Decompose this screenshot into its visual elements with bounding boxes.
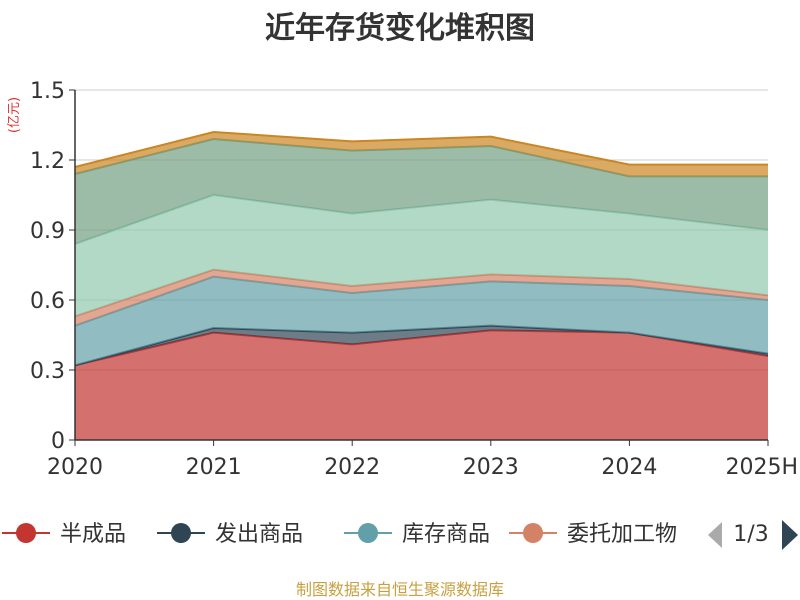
y-tick-label: 0.6 <box>30 289 65 314</box>
legend-dot-icon <box>171 523 191 543</box>
y-tick-label: 1.5 <box>30 79 65 104</box>
legend-label: 委托加工物 <box>567 522 677 547</box>
series-line-5 <box>74 193 769 245</box>
legend-label: 库存商品 <box>402 522 490 547</box>
y-tick-label: 0.3 <box>30 359 65 384</box>
y-tick-label: 0 <box>51 429 65 454</box>
legend-prev-page-icon[interactable] <box>708 522 722 548</box>
area-series-4 <box>75 269 768 326</box>
x-tick-label: 2023 <box>463 455 519 480</box>
x-tick-label: 2020 <box>47 455 103 480</box>
x-tick-label: 2025H <box>725 455 798 480</box>
legend-item-1[interactable]: 半成品 <box>2 522 126 547</box>
legend-page-indicator: 1/3 <box>733 522 768 547</box>
area-series-3 <box>75 276 768 366</box>
area-series-2 <box>75 325 768 366</box>
legend-item-2[interactable]: 发出商品 <box>157 522 303 547</box>
area-series-5 <box>75 195 768 317</box>
legend-item-3[interactable]: 库存商品 <box>344 522 490 547</box>
area-series-6 <box>75 139 768 244</box>
x-tick-label: 2024 <box>601 455 657 480</box>
legend-dot-icon <box>523 523 543 543</box>
chart-title: 近年存货变化堆积图 <box>265 11 535 46</box>
area-series-1 <box>75 330 768 440</box>
x-tick-label: 2022 <box>324 455 380 480</box>
legend-next-page-icon[interactable] <box>782 520 798 550</box>
y-tick-label: 1.2 <box>30 149 65 174</box>
legend-label: 半成品 <box>60 522 126 547</box>
series-line-7 <box>74 130 768 168</box>
legend-label: 发出商品 <box>215 522 303 547</box>
data-source-note: 制图数据来自恒生聚源数据库 <box>296 580 504 599</box>
y-axis-unit-label: (亿元) <box>7 97 22 133</box>
legend-item-4[interactable]: 委托加工物 <box>509 522 677 547</box>
axes: 0 0.3 0.6 0.9 1.2 1.5 2020 2021 2022 2023 2024 2025… <box>30 79 798 480</box>
legend[interactable]: 半成品 发出商品 库存商品 委托加工物 1/3 <box>2 520 798 550</box>
y-tick-label: 0.9 <box>30 219 65 244</box>
legend-dot-icon <box>358 523 378 543</box>
legend-dot-icon <box>16 523 36 543</box>
area-series-group <box>74 130 769 440</box>
x-tick-label: 2021 <box>186 455 242 480</box>
area-series-7 <box>75 132 768 177</box>
